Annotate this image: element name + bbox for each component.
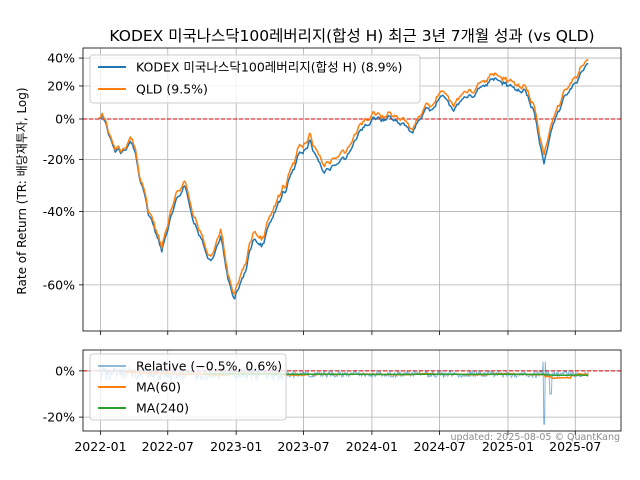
legend-label-kodex: KODEX 미국나스닥100레버리지(합성 H) (8.9%) <box>136 60 402 75</box>
bottom-legend: Relative (−0.5%, 0.6%) MA(60) MA(240) <box>89 353 287 421</box>
bottom-ytick-label-1: 0% <box>55 363 75 378</box>
top-legend: KODEX 미국나스닥100레버리지(합성 H) (8.9%) QLD (9.5… <box>89 54 421 104</box>
bottom-y-ticks: -20% 0% <box>43 363 83 425</box>
legend-label-ma240: MA(240) <box>136 401 189 416</box>
top-axes-frame <box>82 47 622 332</box>
bottom-xtick-label-2: 2023-01 <box>210 439 262 454</box>
series-line-qld <box>98 59 589 295</box>
bottom-xtick-label-5: 2024-07 <box>413 439 465 454</box>
top-ytick-label-1: -40% <box>43 204 75 219</box>
bottom-legend-box <box>89 353 287 421</box>
top-legend-box <box>89 54 421 104</box>
top-y-ticks: -60% -40% -20% 0% 20% 40% <box>43 51 83 292</box>
top-ytick-label-5: 40% <box>47 51 75 66</box>
legend-label-qld: QLD (9.5%) <box>136 82 208 97</box>
top-x-ticks <box>100 331 576 335</box>
top-ytick-label-4: 20% <box>47 78 75 93</box>
bottom-xtick-label-7: 2025-07 <box>549 439 601 454</box>
bottom-xtick-label-1: 2022-07 <box>142 439 194 454</box>
y-axis-label: Rate of Return (TR: 배당재투자, Log) <box>15 87 29 294</box>
legend-label-relative: Relative (−0.5%, 0.6%) <box>136 359 282 374</box>
legend-label-ma60: MA(60) <box>136 380 181 395</box>
bottom-xtick-label-4: 2024-01 <box>346 439 398 454</box>
footer-text: updated: 2025-08-05 © QuantKang <box>451 432 620 443</box>
bottom-xtick-label-3: 2023-07 <box>277 439 329 454</box>
bottom-x-ticks: 2022-01 2022-07 2023-01 2023-07 2024-01 2024-… <box>74 431 601 454</box>
series-line-kodex <box>98 62 589 300</box>
top-ytick-label-0: -60% <box>43 277 75 292</box>
bottom-axes-frame <box>82 349 622 432</box>
top-ytick-label-2: -20% <box>43 152 75 167</box>
bottom-xtick-label-0: 2022-01 <box>74 439 126 454</box>
bottom-ytick-label-0: -20% <box>43 410 75 425</box>
bottom-xtick-label-6: 2025-01 <box>482 439 534 454</box>
chart-title: KODEX 미국나스닥100레버리지(합성 H) 최근 3년 7개월 성과 (v… <box>109 27 594 45</box>
top-series-group <box>98 59 589 300</box>
top-ytick-label-3: 0% <box>55 111 75 126</box>
